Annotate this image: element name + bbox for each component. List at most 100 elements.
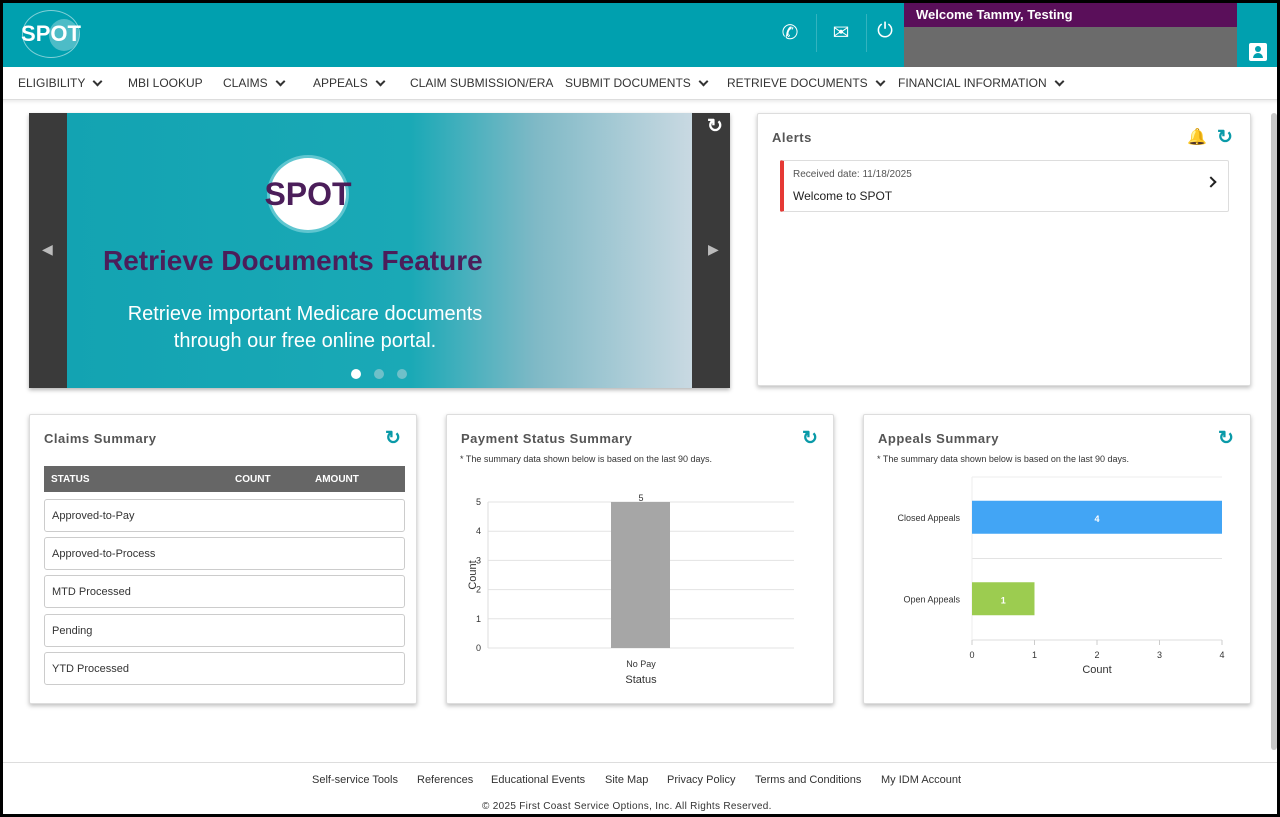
claims-title: Claims Summary — [44, 431, 157, 446]
table-row[interactable]: Approved-to-Pay — [44, 499, 405, 532]
phone-icon[interactable]: ✆ — [781, 22, 799, 44]
nav-mbi-lookup[interactable]: MBI LOOKUP — [128, 76, 203, 90]
carousel-dot[interactable] — [397, 369, 407, 379]
spot-logo[interactable]: SPOT — [21, 10, 81, 58]
power-icon[interactable]: ⏻ — [877, 20, 893, 42]
carousel-next-icon[interactable]: ▶ — [708, 241, 719, 257]
user-panel — [904, 27, 1237, 67]
carousel-dot-active[interactable] — [351, 369, 361, 379]
mail-icon[interactable]: ✉ — [832, 22, 850, 44]
y-tick-label: 4 — [476, 526, 481, 536]
banner-headline: Retrieve Documents Feature — [103, 245, 483, 276]
nav-claim-submission[interactable]: CLAIM SUBMISSION/ERA — [410, 76, 553, 90]
y-tick-label: 3 — [476, 555, 481, 565]
footer-link-educational-events[interactable]: Educational Events — [491, 774, 586, 786]
alerts-title: Alerts — [772, 130, 812, 145]
banner-slide[interactable]: SPOT Retrieve Documents Feature Retrieve… — [67, 113, 692, 388]
user-icon[interactable] — [1249, 43, 1267, 61]
bar — [611, 502, 670, 648]
table-row[interactable]: Pending — [44, 614, 405, 647]
nav-label: CLAIM SUBMISSION/ERA — [410, 76, 554, 90]
data-label: 5 — [638, 493, 643, 503]
divider — [816, 14, 817, 52]
chevron-down-icon — [875, 76, 886, 86]
nav-claims[interactable]: CLAIMS — [223, 76, 286, 90]
nav-label: RETRIEVE DOCUMENTS — [727, 76, 868, 90]
nav-label: ELIGIBILITY — [18, 76, 86, 90]
footer: Self-service Tools References Educationa… — [0, 762, 1280, 812]
col-amount: AMOUNT — [315, 474, 359, 485]
footer-link-terms[interactable]: Terms and Conditions — [755, 774, 862, 786]
claims-summary-card: Claims Summary ↻ STATUS COUNT AMOUNT App… — [29, 414, 417, 704]
chevron-down-icon — [92, 76, 103, 86]
y-tick-label: 5 — [476, 497, 481, 507]
footer-link-privacy-policy[interactable]: Privacy Policy — [667, 774, 736, 786]
nav-retrieve-documents[interactable]: RETRIEVE DOCUMENTS — [727, 76, 886, 90]
banner-carousel: ◀ SPOT Retrieve Documents Feature Retrie… — [29, 113, 730, 388]
payment-note: * The summary data shown below is based … — [460, 454, 712, 464]
appeals-title: Appeals Summary — [878, 431, 999, 446]
bar — [972, 582, 1035, 616]
payment-status-card: Payment Status Summary * The summary dat… — [446, 414, 834, 704]
page-scrollbar[interactable] — [1271, 113, 1277, 750]
welcome-message: Welcome Tammy, Testing — [904, 0, 1237, 27]
appeals-summary-chart: 0 1 2 3 4 4 Closed Appeals 1 Open Appeals Count — [897, 476, 1225, 676]
carousel-dot[interactable] — [374, 369, 384, 379]
nav-label: APPEALS — [313, 76, 368, 90]
nav-appeals[interactable]: APPEALS — [313, 76, 386, 90]
x-tick-label: 1 — [1032, 650, 1037, 660]
y-tick-label: Open Appeals — [903, 594, 960, 604]
refresh-icon[interactable]: ↻ — [1218, 428, 1234, 449]
y-tick-label: 2 — [476, 585, 481, 595]
carousel-prev-icon[interactable]: ◀ — [42, 241, 53, 257]
main-nav: ELIGIBILITY MBI LOOKUP CLAIMS APPEALS CL… — [0, 67, 1280, 100]
alert-date: Received date: 11/18/2025 — [793, 169, 912, 180]
nav-label: CLAIMS — [223, 76, 268, 90]
nav-submit-documents[interactable]: SUBMIT DOCUMENTS — [565, 76, 709, 90]
appeals-note: * The summary data shown below is based … — [877, 454, 1129, 464]
nav-label: MBI LOOKUP — [128, 76, 203, 90]
footer-link-my-idm-account[interactable]: My IDM Account — [881, 774, 962, 786]
data-label: 4 — [1094, 514, 1099, 524]
header: SPOT ✆ ✉ ⏻ Welcome Tammy, Testing — [0, 0, 1280, 67]
table-row[interactable]: MTD Processed — [44, 575, 405, 608]
nav-label: FINANCIAL INFORMATION — [898, 76, 1047, 90]
banner-subtext: Retrieve important Medicare documents th… — [127, 303, 483, 352]
chevron-down-icon — [275, 76, 286, 86]
y-tick-label: 0 — [476, 643, 481, 653]
nav-financial-information[interactable]: FINANCIAL INFORMATION — [898, 76, 1065, 90]
data-label: 1 — [1001, 595, 1006, 605]
nav-eligibility[interactable]: ELIGIBILITY — [18, 76, 103, 90]
divider — [866, 14, 867, 52]
footer-link-site-map[interactable]: Site Map — [605, 774, 649, 786]
refresh-icon[interactable]: ↻ — [802, 428, 818, 449]
banner-logo-text: SPOT — [264, 175, 352, 212]
table-row[interactable]: YTD Processed — [44, 652, 405, 685]
chevron-down-icon — [698, 76, 709, 86]
x-tick-label: 4 — [1219, 650, 1224, 660]
x-tick-label: 2 — [1094, 650, 1099, 660]
col-count: COUNT — [235, 474, 271, 485]
bar — [972, 500, 1222, 534]
chevron-down-icon — [1054, 76, 1065, 86]
refresh-icon[interactable]: ↻ — [707, 116, 723, 137]
chevron-right-icon — [1205, 176, 1217, 188]
payment-title: Payment Status Summary — [461, 431, 633, 446]
x-tick-label: 0 — [969, 650, 974, 660]
footer-link-self-service-tools[interactable]: Self-service Tools — [312, 774, 398, 786]
y-axis-label: Count — [467, 560, 479, 589]
alerts-card: Alerts 🔔 ↻ Received date: 11/18/2025 Wel… — [757, 113, 1251, 386]
banner-logo: SPOT — [264, 155, 352, 233]
footer-link-references[interactable]: References — [417, 774, 474, 786]
refresh-icon[interactable]: ↻ — [385, 428, 401, 449]
claims-table-header: STATUS COUNT AMOUNT — [44, 466, 405, 492]
alert-item[interactable]: Received date: 11/18/2025 Welcome to SPO… — [780, 160, 1229, 212]
payment-status-chart: 0 1 2 3 4 5 5 No Pay Status Count — [467, 493, 794, 686]
refresh-icon[interactable]: ↻ — [1217, 127, 1233, 148]
bell-icon[interactable]: 🔔 — [1187, 129, 1207, 146]
y-tick-label: 1 — [476, 614, 481, 624]
table-row[interactable]: Approved-to-Process — [44, 537, 405, 570]
chevron-down-icon — [375, 76, 386, 86]
logo-text: SPOT — [21, 21, 81, 46]
nav-label: SUBMIT DOCUMENTS — [565, 76, 691, 90]
